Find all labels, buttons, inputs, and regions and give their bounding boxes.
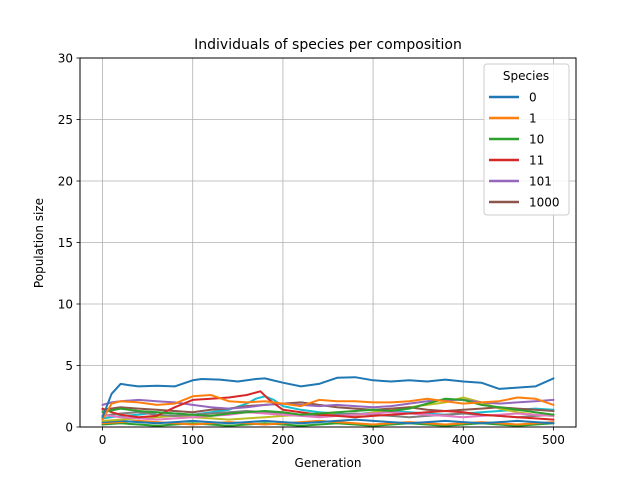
series-line-6 bbox=[101, 411, 555, 421]
chart-title: Individuals of species per composition bbox=[194, 37, 462, 53]
y-tick-label: 25 bbox=[58, 113, 73, 127]
x-tick-label: 400 bbox=[452, 433, 475, 447]
series-line-10 bbox=[101, 418, 555, 425]
y-tick-label: 15 bbox=[58, 236, 73, 250]
series-layer bbox=[101, 376, 555, 427]
x-tick-label: 300 bbox=[362, 433, 385, 447]
legend-items: 0 1 10 11 101 1000 bbox=[489, 91, 560, 210]
series-line-0 bbox=[101, 376, 555, 419]
legend-label: 11 bbox=[529, 154, 544, 168]
x-axis-label: Generation bbox=[295, 456, 362, 470]
x-tick-label: 0 bbox=[99, 433, 107, 447]
y-tick-label: 10 bbox=[58, 298, 73, 312]
series-line-2 bbox=[101, 397, 555, 417]
legend-box bbox=[483, 63, 570, 216]
x-tick-label: 100 bbox=[181, 433, 204, 447]
x-tick-label: 500 bbox=[542, 433, 565, 447]
series-line-1 bbox=[101, 394, 555, 421]
legend-label: 1 bbox=[529, 112, 537, 126]
series-line-4 bbox=[101, 398, 555, 410]
legend-label: 0 bbox=[529, 91, 537, 105]
legend: Species 0 1 10 11 101 1000 bbox=[483, 63, 570, 216]
x-axis-ticks: 0 100 200 300 400 500 bbox=[99, 427, 565, 447]
y-tick-label: 0 bbox=[65, 421, 73, 435]
legend-label: 101 bbox=[529, 175, 552, 189]
y-tick-label: 20 bbox=[58, 175, 73, 189]
plot-area bbox=[101, 376, 555, 427]
x-tick-label: 200 bbox=[271, 433, 294, 447]
y-tick-label: 5 bbox=[65, 359, 73, 373]
y-axis-ticks: 0 5 10 15 20 25 30 bbox=[58, 52, 80, 435]
legend-label: 1000 bbox=[529, 196, 560, 210]
legend-title: Species bbox=[503, 69, 549, 83]
y-tick-label: 30 bbox=[58, 52, 73, 66]
y-axis-label: Population size bbox=[32, 198, 46, 288]
legend-label: 10 bbox=[529, 133, 544, 147]
